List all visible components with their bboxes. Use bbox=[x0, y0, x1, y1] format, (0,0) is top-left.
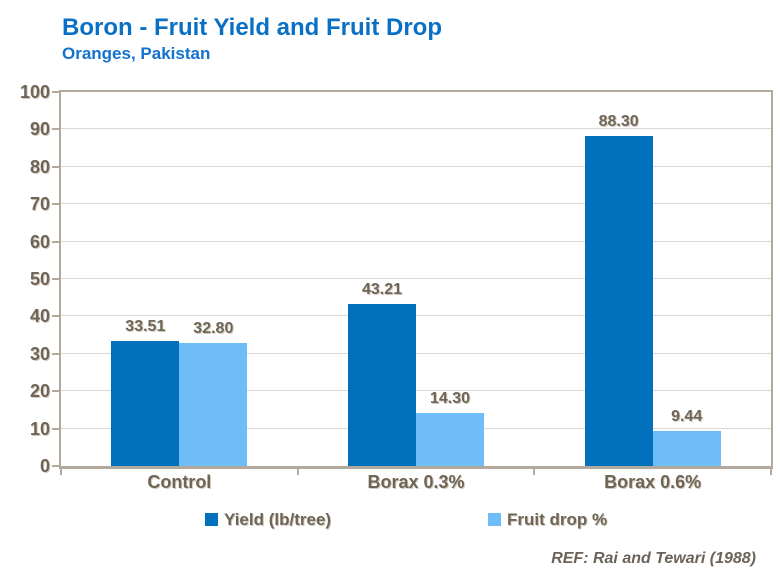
x-tick-mark bbox=[533, 469, 536, 475]
reference-text: REF: Rai and Tewari (1988) bbox=[551, 550, 756, 567]
y-tick-label: 50 bbox=[29, 269, 50, 289]
bar-yield-lb-tree- bbox=[584, 135, 653, 466]
bar-fruit-drop- bbox=[179, 343, 248, 466]
y-tick-label: 10 bbox=[29, 418, 50, 439]
y-tick-label: 70 bbox=[29, 194, 50, 215]
legend-swatch-icon bbox=[488, 513, 501, 526]
y-tick-mark bbox=[52, 128, 61, 131]
y-tick-label: 30 bbox=[29, 343, 50, 364]
gridline bbox=[61, 128, 771, 130]
y-tick-mark bbox=[52, 203, 61, 206]
plot-area: 33.51 43.21 88.30 32.80 14.30 9.44 bbox=[61, 92, 771, 466]
y-tick-mark bbox=[52, 91, 61, 93]
x-tick-mark bbox=[296, 469, 299, 475]
gridline bbox=[61, 203, 771, 205]
y-tick-mark bbox=[52, 465, 61, 467]
y-tick-label: 60 bbox=[29, 231, 50, 252]
legend-label: Fruit drop % bbox=[507, 510, 608, 529]
gridline bbox=[61, 315, 771, 317]
y-tick-label: 20 bbox=[29, 381, 50, 402]
chart-title: Boron - Fruit Yield and Fruit Drop bbox=[62, 14, 442, 41]
y-tick-label: 90 bbox=[29, 119, 50, 140]
category-label: Borax 0.3% bbox=[367, 472, 465, 492]
legend-item: Fruit drop % bbox=[488, 510, 607, 529]
y-tick-mark bbox=[52, 390, 61, 393]
x-tick-mark bbox=[770, 469, 772, 475]
category-label: Borax 0.6% bbox=[604, 472, 702, 492]
y-tick-mark bbox=[52, 352, 61, 355]
value-label: 33.51 bbox=[125, 317, 166, 335]
value-label: 88.30 bbox=[598, 112, 639, 130]
gridline bbox=[61, 240, 771, 242]
value-label: 9.44 bbox=[671, 407, 703, 425]
y-tick-label: 40 bbox=[29, 306, 50, 327]
y-tick-label: 80 bbox=[29, 156, 50, 177]
gridline bbox=[61, 352, 771, 354]
y-tick-label: 0 bbox=[39, 456, 50, 476]
gridline bbox=[61, 278, 771, 279]
value-label: 14.30 bbox=[429, 389, 471, 407]
bar-fruit-drop- bbox=[416, 412, 484, 466]
y-tick-mark bbox=[52, 315, 61, 318]
chart-subtitle: Oranges, Pakistan bbox=[62, 44, 211, 63]
value-label: 32.80 bbox=[193, 320, 234, 338]
bar-yield-lb-tree- bbox=[111, 340, 180, 466]
bar-fruit-drop- bbox=[652, 430, 721, 466]
value-label: 43.21 bbox=[361, 281, 403, 299]
y-tick-label: 100 bbox=[19, 82, 50, 102]
gridline bbox=[61, 165, 771, 167]
y-tick-mark bbox=[52, 240, 61, 243]
y-tick-mark bbox=[52, 278, 61, 280]
category-label: Control bbox=[147, 472, 212, 492]
gridline bbox=[61, 390, 771, 392]
legend-item: Yield (lb/tree) bbox=[205, 510, 331, 529]
y-tick-mark bbox=[52, 427, 61, 430]
legend-label: Yield (lb/tree) bbox=[224, 510, 332, 529]
bar-yield-lb-tree- bbox=[348, 304, 416, 466]
y-tick-mark bbox=[52, 165, 61, 168]
x-tick-mark bbox=[60, 469, 62, 475]
legend-swatch-icon bbox=[205, 513, 218, 526]
